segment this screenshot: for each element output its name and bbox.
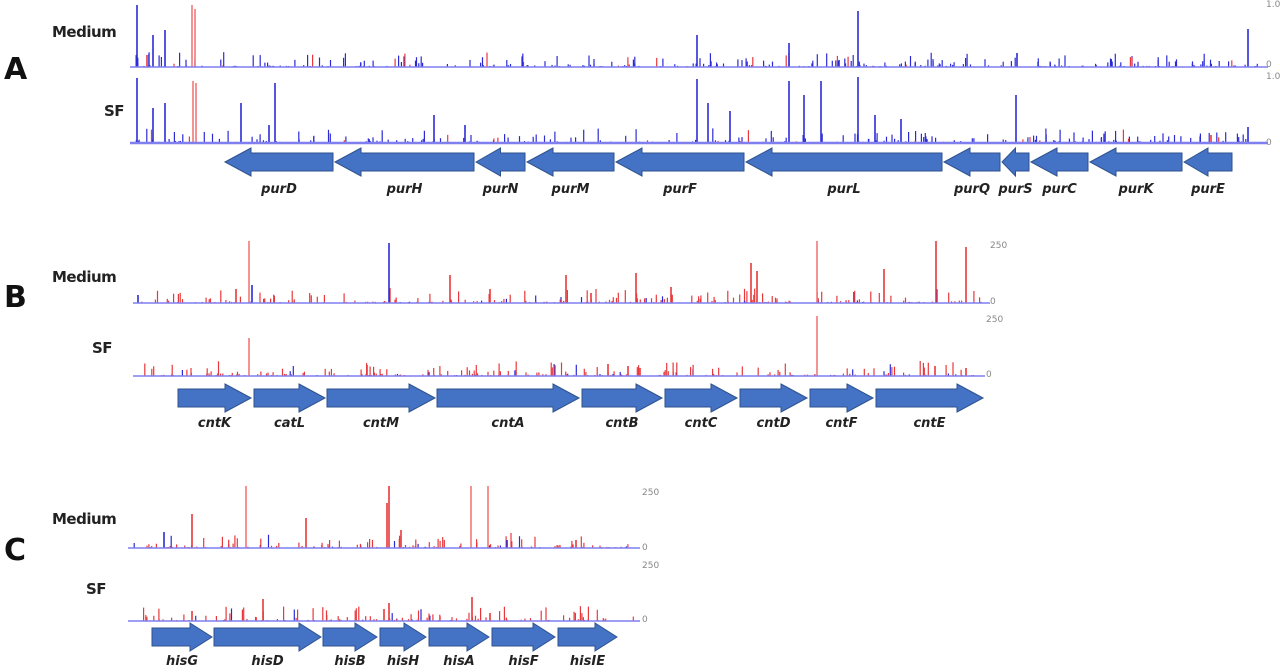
panel-c-sf-scale-bottom: 0 (642, 615, 648, 625)
gene-label-purL: purL (826, 182, 860, 197)
panel-b-sf-label: SF (92, 339, 113, 357)
gene-label-purN: purN (482, 182, 519, 197)
panel-b-medium-label: Medium (52, 268, 117, 286)
gene-label-hisB: hisB (334, 654, 365, 669)
gene-arrow-hisH (379, 622, 427, 652)
gene-arrow-purQ (942, 147, 1001, 177)
gene-label-cntD: cntD (757, 416, 791, 431)
gene-arrow-hisIE (557, 622, 618, 652)
panel-a-medium-label: Medium (52, 23, 117, 41)
gene-label-purE: purE (1190, 182, 1225, 197)
gene-arrow-purN (474, 147, 526, 177)
panel-a-sf-label: SF (104, 102, 125, 120)
gene-label-purM: purM (551, 182, 590, 197)
gene-arrow-purC (1029, 147, 1089, 177)
gene-label-hisG: hisG (166, 654, 198, 669)
panel-b-medium-scale-bottom: 0 (990, 297, 996, 307)
gene-label-cntA: cntA (491, 416, 524, 431)
gene-arrow-cntK (177, 383, 253, 413)
gene-label-hisF: hisF (508, 654, 538, 669)
gene-arrow-cntB (581, 383, 664, 413)
panel-a-medium-scale-bottom: 0 (1266, 60, 1272, 70)
gene-label-hisA: hisA (443, 654, 475, 669)
gene-label-cntE: cntE (913, 416, 945, 431)
panel-c-sf-label: SF (86, 580, 107, 598)
gene-label-purS: purS (997, 182, 1032, 197)
panel-c-medium-scale-top: 250 (642, 488, 660, 498)
gene-arrow-cntE (875, 383, 985, 413)
gene-arrow-cntD (739, 383, 809, 413)
gene-label-catL: catL (274, 416, 305, 431)
gene-label-cntB: cntB (605, 416, 638, 431)
gene-arrow-purF (614, 147, 745, 177)
panel-a-letter: A (4, 52, 28, 87)
panel-b-letter: B (4, 280, 27, 315)
gene-arrow-cntM (326, 383, 437, 413)
gene-label-hisH: hisH (387, 654, 419, 669)
gene-arrow-catL (253, 383, 327, 413)
panel-a-sf-scale-top: 1.0 (1266, 72, 1280, 82)
gene-arrow-hisD (213, 622, 322, 652)
panel-b-sf-scale-top: 250 (986, 315, 1004, 325)
gene-label-cntK: cntK (198, 416, 232, 431)
panel-c-medium-label: Medium (52, 510, 117, 528)
gene-label-purH: purH (386, 182, 423, 197)
gene-arrow-purH (333, 147, 475, 177)
gene-label-purK: purK (1117, 182, 1154, 197)
panel-b-sf-scale-bottom: 0 (986, 370, 992, 380)
gene-label-purF: purF (662, 182, 697, 197)
gene-label-purD: purD (260, 182, 297, 197)
gene-arrow-purK (1088, 147, 1183, 177)
gene-label-cntF: cntF (825, 416, 857, 431)
gene-arrow-purS (1001, 146, 1030, 178)
gene-arrow-cntC (664, 383, 739, 413)
gene-arrow-cntA (436, 383, 581, 413)
gene-label-cntM: cntM (363, 416, 399, 431)
panel-c-letter: C (4, 533, 27, 568)
gene-arrow-hisF (491, 622, 556, 652)
gene-arrow-hisA (428, 622, 490, 652)
panel-a-medium-scale-top: 1.0 (1266, 0, 1280, 10)
gene-arrow-hisB (322, 622, 378, 652)
gene-arrow-purM (525, 147, 615, 177)
gene-arrow-purE (1183, 147, 1233, 177)
gene-arrow-purD (223, 147, 334, 177)
gene-label-purC: purC (1041, 182, 1077, 197)
gene-arrow-cntF (809, 383, 875, 413)
gene-arrow-purL (744, 147, 943, 177)
gene-label-purQ: purQ (953, 182, 990, 197)
panel-c-medium-scale-bottom: 0 (642, 543, 648, 553)
panel-b-medium-scale-top: 250 (990, 241, 1008, 251)
gene-arrow-hisG (151, 622, 213, 652)
gene-label-hisIE: hisIE (570, 654, 605, 669)
panel-a-sf-scale-bottom: 0 (1266, 138, 1272, 148)
gene-label-hisD: hisD (251, 654, 283, 669)
gene-label-cntC: cntC (685, 416, 718, 431)
panel-c-sf-scale-top: 250 (642, 561, 660, 571)
